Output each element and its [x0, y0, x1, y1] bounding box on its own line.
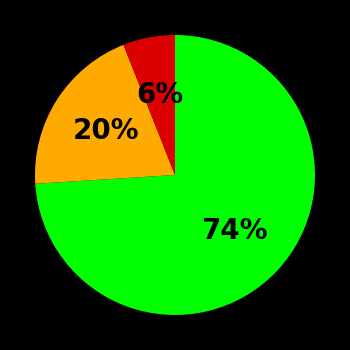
Wedge shape	[124, 35, 175, 175]
Text: 74%: 74%	[201, 217, 267, 245]
Text: 6%: 6%	[136, 81, 183, 109]
Wedge shape	[35, 45, 175, 184]
Wedge shape	[35, 35, 315, 315]
Text: 20%: 20%	[73, 118, 140, 146]
